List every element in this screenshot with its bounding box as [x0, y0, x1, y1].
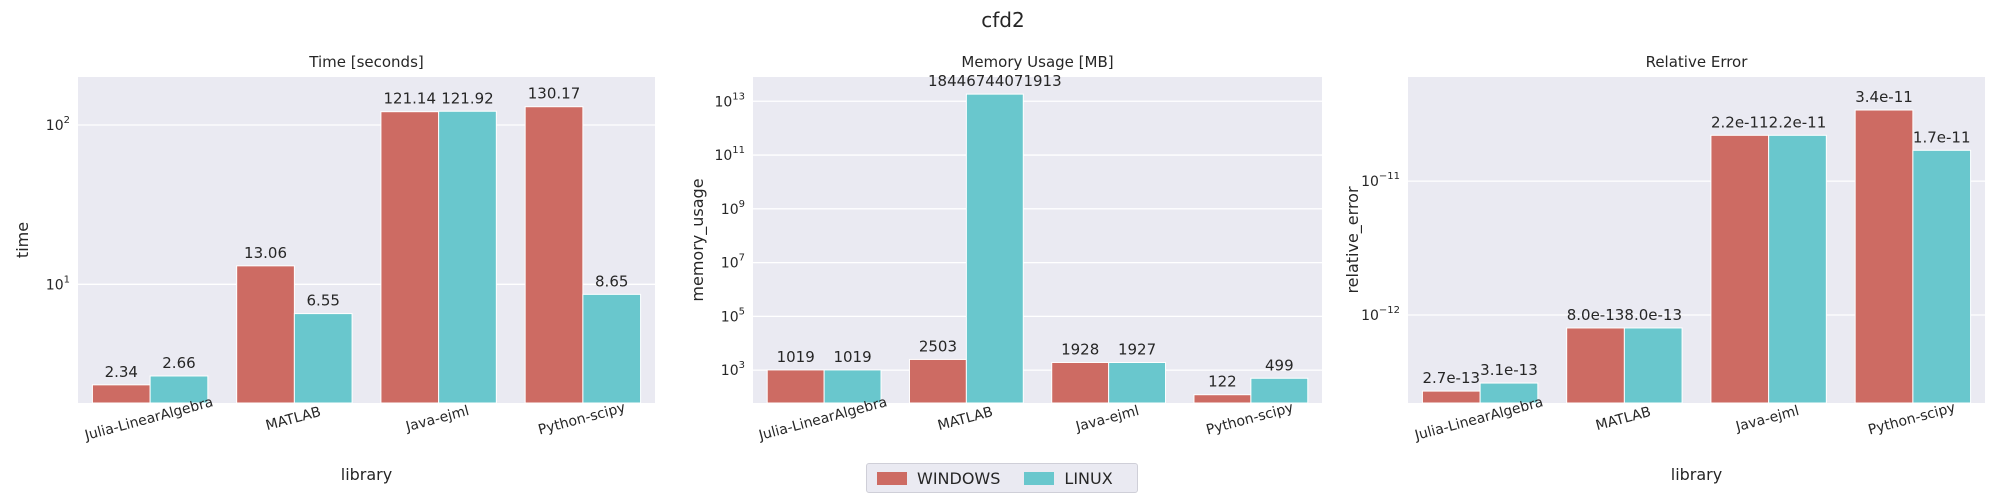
bar-windows — [1051, 361, 1110, 404]
data-label: 2.2e-11 — [1711, 113, 1769, 131]
data-label: 2.66 — [162, 354, 195, 372]
y-axis-label: relative_error — [1343, 186, 1363, 294]
y-tick-label: 10−11 — [1361, 171, 1400, 190]
data-label: 8.0e-13 — [1567, 306, 1625, 324]
x-tick-label: Java-ejml — [1733, 403, 1801, 435]
bar-windows — [236, 265, 295, 404]
panel-title: Memory Usage [MB] — [961, 53, 1113, 71]
x-tick-label: MATLAB — [936, 404, 995, 434]
data-label: 3.1e-13 — [1480, 361, 1538, 379]
bar-linux — [823, 369, 882, 404]
x-axis-label: library — [1671, 465, 1722, 484]
x-tick-label: Java-ejml — [403, 403, 471, 435]
y-tick-label: 103 — [721, 360, 745, 379]
data-label: 1019 — [833, 348, 871, 366]
panel-title: Time [seconds] — [308, 53, 424, 71]
figure-title: cfd2 — [981, 8, 1024, 32]
bar-linux — [1768, 134, 1827, 404]
bar-windows — [766, 369, 825, 404]
legend-swatch-linux — [1024, 471, 1055, 485]
data-label: 13.06 — [244, 244, 287, 262]
y-tick-label: 101 — [46, 274, 70, 293]
data-label: 1927 — [1118, 340, 1156, 358]
data-label: 8.0e-13 — [1624, 306, 1682, 324]
y-axis-label: memory_usage — [688, 178, 708, 301]
bar-windows — [380, 111, 440, 404]
bar-windows — [1854, 109, 1914, 404]
bar-linux — [1250, 377, 1309, 404]
y-tick-label: 1011 — [714, 145, 745, 164]
data-label: 3.4e-11 — [1855, 88, 1913, 106]
x-tick-label: Python-scipy — [1866, 400, 1957, 439]
bar-windows — [1193, 394, 1252, 404]
panel-title: Relative Error — [1646, 53, 1749, 71]
bar-linux — [438, 110, 497, 404]
bar-windows — [1710, 134, 1770, 404]
data-label: 1019 — [777, 348, 815, 366]
data-label: 121.92 — [441, 89, 494, 107]
data-label: 121.14 — [384, 90, 437, 108]
bar-linux — [965, 93, 1024, 404]
x-tick-label: Java-ejml — [1073, 403, 1141, 435]
bar-linux — [149, 375, 209, 404]
data-label: 122 — [1208, 373, 1237, 391]
legend-swatch-windows — [877, 471, 907, 485]
legend-label-linux: LINUX — [1064, 468, 1113, 488]
y-tick-label: 107 — [721, 253, 745, 272]
data-label: 6.55 — [307, 292, 340, 310]
y-tick-label: 109 — [721, 199, 745, 218]
x-tick-label: Python-scipy — [536, 400, 627, 439]
plot-area — [753, 77, 1322, 403]
data-label: 2.34 — [105, 363, 138, 381]
y-axis-label: time — [13, 222, 32, 258]
data-label: 1928 — [1061, 340, 1099, 358]
bar-windows — [524, 106, 584, 404]
legend-item-windows: WINDOWS — [877, 469, 1000, 488]
bar-linux — [1623, 327, 1683, 404]
bar-linux — [293, 313, 353, 404]
bar-linux — [582, 293, 642, 404]
bar-linux — [1108, 361, 1167, 404]
data-label: 499 — [1265, 356, 1294, 374]
x-tick-label: MATLAB — [264, 404, 323, 434]
bar-windows — [1566, 327, 1625, 404]
x-axis-label: library — [341, 465, 392, 484]
y-tick-label: 10−12 — [1361, 305, 1400, 324]
y-tick-label: 102 — [46, 115, 70, 134]
data-label: 2.7e-13 — [1422, 369, 1480, 387]
data-label: 2503 — [919, 337, 957, 355]
y-tick-label: 1013 — [714, 91, 745, 110]
legend: WINDOWS LINUX — [866, 463, 1138, 493]
bar-linux — [1912, 149, 1972, 404]
y-tick-label: 105 — [721, 306, 745, 325]
bar-windows — [1421, 390, 1481, 404]
data-label: 2.2e-11 — [1769, 113, 1827, 131]
data-label: 1.7e-11 — [1913, 128, 1971, 146]
data-label: 130.17 — [528, 85, 581, 103]
legend-item-linux: LINUX — [1024, 468, 1113, 488]
bar-windows — [91, 384, 151, 404]
bar-linux — [1479, 382, 1539, 404]
legend-label-windows: WINDOWS — [917, 468, 1001, 488]
x-tick-label: MATLAB — [1594, 404, 1653, 434]
data-label: 18446744071913 — [928, 72, 1062, 90]
x-tick-label: Python-scipy — [1204, 400, 1295, 439]
bar-windows — [908, 358, 967, 404]
data-label: 8.65 — [595, 272, 628, 290]
